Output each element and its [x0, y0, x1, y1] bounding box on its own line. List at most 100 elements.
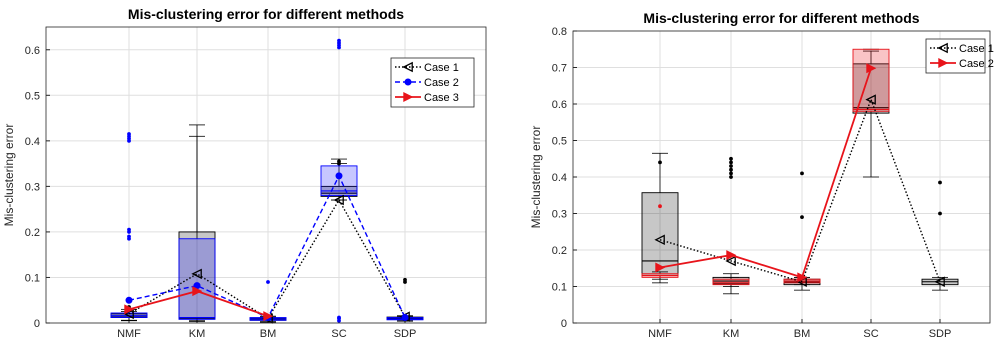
x-tick-label: KM — [723, 328, 740, 340]
data-point — [866, 63, 877, 74]
x-tick-label: SDP — [929, 328, 952, 340]
series-line — [659, 67, 872, 279]
x-tick-label: SDP — [394, 328, 417, 340]
data-point — [655, 262, 666, 273]
outlier-point — [800, 215, 804, 220]
y-axis: 0 0.1 0.2 0.3 0.4 0.5 0.6 — [25, 45, 486, 330]
legend: Case 1 Case 2 Case 3 — [390, 57, 475, 108]
outlier-point — [127, 234, 131, 239]
outlier-point — [337, 159, 341, 164]
outlier-point — [729, 164, 733, 168]
box-body — [178, 238, 216, 320]
legend-marker — [403, 91, 414, 103]
outlier-point — [658, 160, 662, 165]
outlier-point — [337, 38, 341, 43]
box-sc — [852, 48, 890, 114]
box-km — [178, 135, 216, 323]
outlier-point — [403, 277, 407, 282]
plot-frame — [572, 30, 991, 324]
legend-entry: Case 3 — [424, 92, 459, 104]
outlier-point — [938, 211, 942, 216]
data-point — [125, 296, 133, 304]
outlier-point — [127, 227, 131, 232]
y-axis-label: Mis-clustering error — [529, 126, 543, 229]
box-nmf — [110, 132, 148, 322]
chart-1: 0 0.1 0.2 0.3 0.4 0.5 0.6 NMF KM BM SC SDP Mis-clust… — [2, 6, 487, 340]
y-tick-label: 0.6 — [552, 99, 567, 111]
legend-marker — [938, 57, 949, 69]
box-km — [178, 124, 216, 322]
outlier-point — [127, 132, 131, 136]
legend-box — [925, 38, 986, 74]
x-tick-label: BM — [260, 328, 277, 340]
data-point — [725, 255, 736, 267]
outlier-point — [266, 280, 270, 284]
box-nmf — [641, 204, 679, 280]
plot-frame — [45, 26, 487, 324]
data-point — [654, 234, 665, 246]
outlier-point — [938, 180, 942, 185]
box-series-2 — [110, 38, 424, 323]
legend-marker — [404, 78, 412, 86]
y-tick-label: 0 — [34, 318, 40, 330]
box-body — [178, 231, 216, 319]
y-tick-label: 0.2 — [25, 227, 40, 239]
data-point — [192, 286, 203, 297]
legend: Case 1 Case 2 — [925, 38, 994, 74]
data-point — [335, 172, 343, 180]
y-tick-label: 0.4 — [552, 172, 567, 184]
data-point — [797, 272, 808, 283]
legend-entry: Case 2 — [959, 58, 994, 70]
outlier-point — [337, 315, 341, 320]
chart-title: Mis-clustering error for different metho… — [128, 6, 404, 22]
series-line — [659, 97, 941, 283]
legend-marker — [402, 61, 413, 73]
data-point — [865, 94, 876, 105]
chart-2: 0 0.1 0.2 0.3 0.4 0.5 0.6 0.7 0.8 NMF KM BM SC SDP Mis… — [529, 10, 994, 340]
y-tick-label: 0.1 — [552, 282, 567, 294]
outlier-point — [729, 175, 733, 179]
data-point — [333, 194, 344, 206]
outlier-point — [729, 160, 733, 165]
outlier-point — [658, 204, 662, 209]
box-km — [712, 276, 750, 287]
legend-entry: Case 1 — [424, 62, 459, 74]
series-line — [128, 198, 406, 320]
legend-entry: Case 2 — [424, 77, 459, 89]
data-point — [191, 268, 202, 280]
box-body — [712, 278, 750, 286]
y-tick-label: 0.2 — [552, 245, 567, 257]
legend-marker — [937, 42, 948, 54]
y-tick-label: 0.3 — [25, 181, 40, 193]
data-point — [726, 250, 737, 261]
box-sdp — [921, 180, 959, 291]
y-axis-label: Mis-clustering error — [2, 124, 16, 227]
outlier-point — [800, 171, 804, 176]
outlier-point — [729, 171, 733, 176]
y-tick-label: 0.5 — [552, 136, 567, 148]
y-tick-label: 0.3 — [552, 209, 567, 221]
x-tick-label: KM — [189, 328, 206, 340]
x-tick-label: SC — [863, 328, 878, 340]
y-tick-label: 0.7 — [552, 63, 567, 75]
y-tick-label: 0.6 — [25, 45, 40, 57]
y-tick-label: 0 — [561, 318, 567, 330]
mean-series-2 — [655, 63, 877, 283]
outlier-point — [729, 167, 733, 172]
x-tick-label: SC — [331, 328, 346, 340]
legend-entry: Case 1 — [959, 43, 994, 55]
x-tick-label: NMF — [648, 328, 672, 340]
x-tick-label: BM — [794, 328, 811, 340]
data-point — [263, 311, 274, 322]
data-point — [934, 276, 945, 288]
x-tick-label: NMF — [117, 328, 141, 340]
data-point — [124, 304, 135, 315]
mean-series-3 — [124, 286, 274, 322]
y-tick-label: 0.1 — [25, 272, 40, 284]
data-point — [401, 314, 409, 322]
box-series-2 — [641, 48, 890, 287]
chart-title: Mis-clustering error for different metho… — [643, 10, 919, 26]
box-sc — [320, 38, 358, 323]
y-tick-label: 0.8 — [552, 26, 567, 38]
